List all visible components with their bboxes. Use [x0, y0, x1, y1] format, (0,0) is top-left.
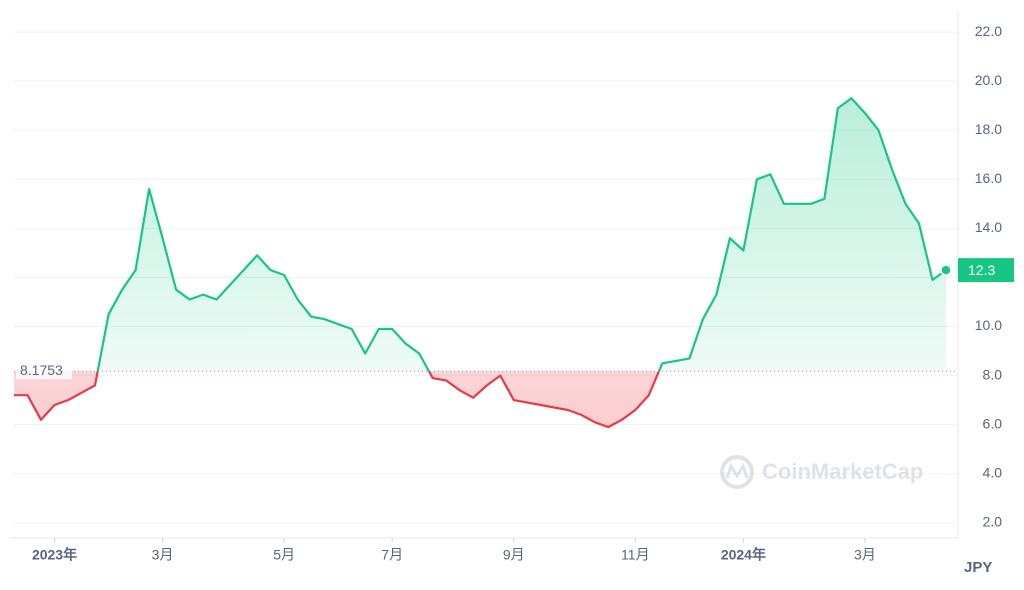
y-tick-label: 8.0: [983, 366, 1003, 382]
y-tick-label: 22.0: [975, 23, 1002, 39]
x-tick-label: 3月: [152, 547, 174, 563]
y-tick-label: 10.0: [975, 317, 1002, 333]
reference-label-bg: [16, 361, 72, 380]
price-line-up: [96, 97, 947, 372]
reference-label: 8.1753: [20, 362, 63, 378]
watermark: CoinMarketCap: [720, 455, 923, 489]
x-tick-label: 7月: [381, 547, 403, 563]
y-unit: JPY: [964, 559, 992, 576]
price-badge: [958, 258, 1014, 283]
x-tick-label: 2024年: [721, 547, 766, 563]
last-point: [940, 264, 952, 276]
x-tick-label: 2023年: [32, 547, 77, 563]
area-up: [97, 98, 946, 372]
y-tick-label: 2.0: [983, 514, 1003, 530]
area-down: [14, 371, 946, 428]
x-tick-label: 11月: [621, 547, 650, 563]
x-tick-label: 9月: [503, 547, 525, 563]
x-tick-label: 5月: [273, 547, 295, 563]
y-tick-label: 16.0: [975, 170, 1002, 186]
y-tick-label: 14.0: [975, 219, 1002, 235]
price-badge-label: 12.3: [968, 262, 995, 278]
y-tick-label: 6.0: [983, 415, 1003, 431]
y-tick-label: 4.0: [983, 464, 1003, 480]
x-tick-label: 3月: [854, 547, 876, 563]
price-line-down: [14, 371, 661, 429]
y-tick-label: 18.0: [975, 121, 1002, 137]
y-tick-label: 20.0: [975, 72, 1002, 88]
watermark-text: CoinMarketCap: [762, 459, 923, 484]
